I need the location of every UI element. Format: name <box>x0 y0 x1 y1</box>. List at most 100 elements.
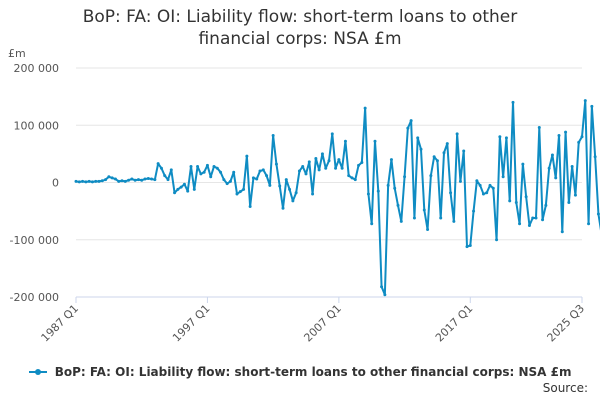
data-point <box>403 175 407 179</box>
data-point <box>327 159 331 163</box>
data-point <box>278 184 282 188</box>
legend[interactable]: BoP: FA: OI: Liability flow: short-term … <box>0 365 600 379</box>
data-point <box>399 219 403 223</box>
data-point <box>97 179 101 183</box>
data-point <box>587 222 591 226</box>
data-point <box>573 193 577 197</box>
data-point <box>419 147 423 151</box>
data-point <box>153 178 157 182</box>
data-point <box>334 166 338 170</box>
data-point <box>77 180 81 184</box>
data-point <box>133 178 137 182</box>
data-point <box>564 130 568 134</box>
data-point <box>90 180 94 184</box>
data-point <box>491 186 495 190</box>
data-point <box>159 166 163 170</box>
data-point <box>458 179 462 183</box>
data-point <box>186 189 190 193</box>
data-point <box>481 192 485 196</box>
data-point <box>508 199 512 203</box>
data-point <box>389 158 393 162</box>
y-axis-ticks: -200 000 -100 000 0 100 000 200 000 <box>10 62 59 304</box>
data-point <box>432 155 436 159</box>
data-point <box>593 155 597 159</box>
data-point <box>146 176 150 180</box>
data-point <box>179 185 183 189</box>
data-point <box>317 168 321 172</box>
data-point <box>472 209 476 213</box>
data-point <box>238 190 242 194</box>
data-point <box>557 134 561 138</box>
data-point <box>363 106 367 110</box>
data-point <box>386 183 390 187</box>
data-point <box>412 216 416 220</box>
data-point <box>104 178 108 182</box>
data-point <box>524 195 528 199</box>
data-point <box>570 164 574 168</box>
data-point <box>518 222 522 226</box>
data-point <box>166 178 170 182</box>
data-point <box>475 179 479 183</box>
data-point <box>189 164 193 168</box>
data-point <box>580 135 584 139</box>
x-tick-label: 2025 Q3 <box>545 302 588 345</box>
data-point <box>225 182 229 186</box>
gridlines <box>76 67 582 298</box>
data-point <box>143 177 147 181</box>
data-point <box>376 189 380 193</box>
data-point <box>353 178 357 182</box>
data-point <box>130 177 134 181</box>
data-point <box>215 166 219 170</box>
y-tick-label: 200 000 <box>14 62 60 75</box>
data-point <box>169 168 173 172</box>
chart-title: BoP: FA: OI: Liability flow: short-term … <box>0 6 600 50</box>
y-tick-label: 0 <box>52 177 59 190</box>
data-point <box>465 245 469 249</box>
data-point <box>541 218 545 222</box>
data-point <box>307 160 311 164</box>
data-point <box>255 177 259 181</box>
data-point <box>140 178 144 182</box>
data-point <box>350 176 354 180</box>
data-point <box>590 104 594 108</box>
data-point <box>156 162 160 166</box>
data-point <box>235 192 239 196</box>
data-point <box>504 136 508 140</box>
y-tick-label: 100 000 <box>14 119 60 132</box>
data-point <box>228 179 232 183</box>
data-point <box>406 126 410 130</box>
x-tick-label: 2007 Q1 <box>301 302 344 345</box>
data-point <box>136 178 140 182</box>
data-point <box>380 285 384 289</box>
data-point <box>268 183 272 187</box>
data-point <box>176 187 180 191</box>
data-point <box>485 191 489 195</box>
data-point <box>337 158 341 162</box>
data-point <box>182 182 186 186</box>
data-point <box>117 179 121 183</box>
data-point <box>439 216 443 220</box>
data-point <box>107 175 111 179</box>
data-point <box>271 134 275 138</box>
data-point <box>274 162 278 166</box>
data-point <box>544 203 548 207</box>
data-point <box>212 164 216 168</box>
legend-line-marker-icon <box>28 368 47 375</box>
x-tick-label: 1997 Q1 <box>170 302 213 345</box>
data-point <box>426 227 430 231</box>
data-point <box>495 238 499 242</box>
data-point <box>330 132 334 136</box>
data-point <box>343 139 347 143</box>
y-tick-label: -100 000 <box>10 234 59 247</box>
legend-label: BoP: FA: OI: Liability flow: short-term … <box>54 365 572 379</box>
data-point <box>547 166 551 170</box>
x-tick-label: 2017 Q1 <box>433 302 476 345</box>
data-point <box>534 216 538 220</box>
data-point <box>297 169 301 173</box>
series-line <box>75 99 600 296</box>
data-point <box>596 212 600 216</box>
data-point <box>110 176 114 180</box>
data-point <box>357 163 361 167</box>
data-point <box>347 174 351 178</box>
